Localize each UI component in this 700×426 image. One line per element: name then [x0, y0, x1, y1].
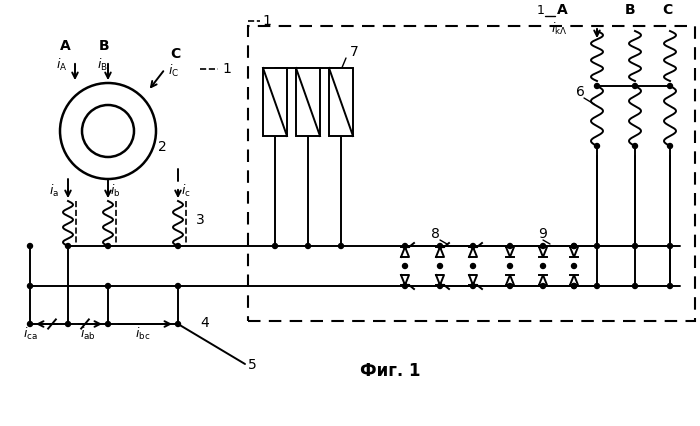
Circle shape: [571, 244, 577, 248]
Circle shape: [633, 283, 638, 288]
Text: B: B: [99, 39, 109, 53]
Text: Фиг. 1: Фиг. 1: [360, 362, 420, 380]
Text: $i_{\rm ca}$: $i_{\rm ca}$: [22, 326, 37, 342]
Text: $i_{\rm b}$: $i_{\rm b}$: [110, 183, 120, 199]
Circle shape: [571, 283, 577, 288]
Text: $i_{\rm B}$: $i_{\rm B}$: [97, 57, 107, 73]
Circle shape: [66, 244, 71, 248]
Circle shape: [470, 264, 475, 268]
Circle shape: [339, 244, 344, 248]
Bar: [248, 26, 695, 321]
Text: 5: 5: [248, 358, 257, 372]
Circle shape: [402, 264, 407, 268]
Circle shape: [438, 264, 442, 268]
Text: A: A: [60, 39, 71, 53]
Circle shape: [176, 244, 181, 248]
Circle shape: [540, 283, 545, 288]
Circle shape: [402, 244, 407, 248]
Circle shape: [668, 244, 673, 248]
Circle shape: [540, 244, 545, 248]
Text: $i_{\rm a}$: $i_{\rm a}$: [49, 183, 59, 199]
Circle shape: [402, 283, 407, 288]
Circle shape: [594, 83, 599, 89]
Text: $i_{\rm c}$: $i_{\rm c}$: [181, 183, 191, 199]
Text: 2: 2: [158, 140, 167, 154]
Text: 7: 7: [350, 45, 358, 59]
Circle shape: [540, 264, 545, 268]
Circle shape: [668, 144, 673, 149]
Text: C: C: [170, 47, 180, 61]
Circle shape: [176, 322, 181, 326]
Circle shape: [106, 322, 111, 326]
Circle shape: [470, 244, 475, 248]
Text: 1: 1: [222, 62, 231, 76]
Text: B: B: [624, 3, 636, 17]
Circle shape: [668, 283, 673, 288]
Circle shape: [571, 244, 577, 248]
Circle shape: [594, 283, 599, 288]
Circle shape: [27, 244, 32, 248]
Text: 3: 3: [196, 213, 204, 227]
Circle shape: [106, 283, 111, 288]
Circle shape: [594, 244, 599, 248]
Circle shape: [571, 264, 577, 268]
Circle shape: [272, 244, 277, 248]
Circle shape: [27, 322, 32, 326]
Circle shape: [571, 283, 577, 288]
Circle shape: [508, 283, 512, 288]
Text: $i_{\rm k\Lambda}$: $i_{\rm k\Lambda}$: [550, 21, 567, 37]
Text: 8: 8: [430, 227, 440, 241]
Circle shape: [508, 244, 512, 248]
Circle shape: [106, 244, 111, 248]
Bar: [296, 68, 320, 136]
Circle shape: [633, 83, 638, 89]
Circle shape: [66, 322, 71, 326]
Bar: [263, 68, 287, 136]
Text: 1: 1: [262, 14, 271, 28]
Circle shape: [438, 283, 442, 288]
Circle shape: [594, 144, 599, 149]
Text: $i_{\rm A}$: $i_{\rm A}$: [56, 57, 68, 73]
Text: 4: 4: [200, 316, 209, 330]
Circle shape: [508, 264, 512, 268]
Circle shape: [668, 83, 673, 89]
Text: 1: 1: [537, 4, 545, 17]
Circle shape: [633, 144, 638, 149]
Text: $i_{\rm ab}$: $i_{\rm ab}$: [80, 326, 96, 342]
Circle shape: [438, 244, 442, 248]
Bar: [329, 68, 353, 136]
Text: $i_{\rm C}$: $i_{\rm C}$: [169, 63, 179, 79]
Text: 9: 9: [538, 227, 547, 241]
Circle shape: [305, 244, 311, 248]
Circle shape: [633, 244, 638, 248]
Circle shape: [470, 283, 475, 288]
Text: C: C: [662, 3, 672, 17]
Circle shape: [27, 283, 32, 288]
Text: $i_{\rm bc}$: $i_{\rm bc}$: [135, 326, 150, 342]
Circle shape: [176, 283, 181, 288]
Text: 6: 6: [576, 85, 585, 99]
Text: A: A: [557, 3, 568, 17]
